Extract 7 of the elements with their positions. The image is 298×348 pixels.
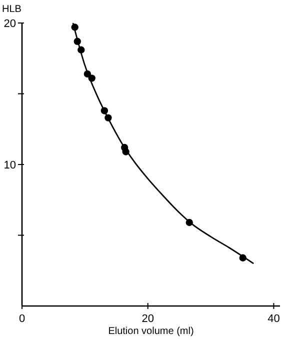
x-axis-title: Elution volume (ml) [108,326,194,337]
x-tick-label: 20 [142,313,154,325]
x-tick-label: 40 [268,313,280,325]
y-axis-title: HLB [2,4,22,15]
x-tick-label: 0 [18,313,26,325]
line-series [72,22,254,264]
y-tick-label: 10 [4,160,16,172]
